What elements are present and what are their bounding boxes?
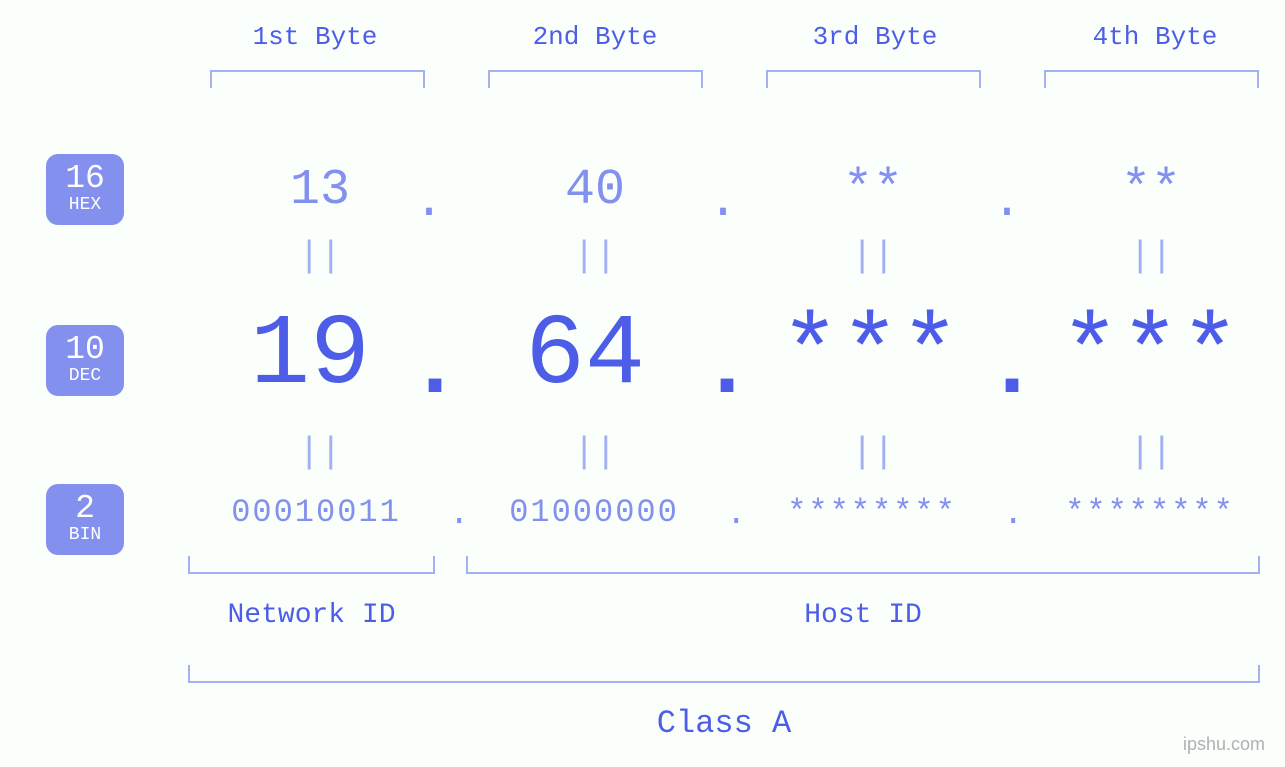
dec-dot-1: . — [408, 318, 462, 420]
bin-badge: 2 BIN — [46, 484, 124, 555]
dec-badge-num: 10 — [46, 333, 124, 366]
class-bracket — [188, 665, 1260, 683]
byte-header-2: 2nd Byte — [495, 22, 695, 52]
hex-dot-1: . — [414, 174, 444, 231]
top-bracket-2 — [488, 70, 703, 88]
dec-value-3: *** — [745, 300, 995, 413]
hex-badge-num: 16 — [46, 162, 124, 195]
dec-badge-label: DEC — [46, 366, 124, 388]
bin-value-4: ******** — [1022, 494, 1278, 531]
equals-3a: || — [768, 236, 978, 277]
bin-value-2: 01000000 — [466, 494, 722, 531]
equals-1b: || — [215, 432, 425, 473]
equals-2b: || — [490, 432, 700, 473]
ip-diagram: 1st Byte 2nd Byte 3rd Byte 4th Byte 16 H… — [0, 0, 1285, 767]
dec-value-2: 64 — [470, 300, 700, 413]
class-label: Class A — [188, 705, 1260, 742]
bin-value-1: 00010011 — [188, 494, 444, 531]
hex-dot-2: . — [708, 174, 738, 231]
equals-3b: || — [768, 432, 978, 473]
byte-header-3: 3rd Byte — [775, 22, 975, 52]
top-bracket-4 — [1044, 70, 1259, 88]
equals-4a: || — [1046, 236, 1256, 277]
hex-badge: 16 HEX — [46, 154, 124, 225]
hex-value-4: ** — [1046, 162, 1256, 219]
network-id-bracket — [188, 556, 435, 574]
host-id-label: Host ID — [466, 600, 1260, 631]
hex-value-3: ** — [768, 162, 978, 219]
hex-dot-3: . — [992, 174, 1022, 231]
watermark: ipshu.com — [1183, 734, 1265, 755]
bin-badge-num: 2 — [46, 492, 124, 525]
byte-header-1: 1st Byte — [215, 22, 415, 52]
hex-badge-label: HEX — [46, 195, 124, 217]
hex-value-2: 40 — [490, 162, 700, 219]
bin-value-3: ******** — [744, 494, 1000, 531]
dec-value-4: *** — [1025, 300, 1275, 413]
host-id-bracket — [466, 556, 1260, 574]
hex-value-1: 13 — [215, 162, 425, 219]
byte-header-4: 4th Byte — [1055, 22, 1255, 52]
top-bracket-1 — [210, 70, 425, 88]
equals-4b: || — [1046, 432, 1256, 473]
equals-1a: || — [215, 236, 425, 277]
network-id-label: Network ID — [188, 600, 435, 631]
top-bracket-3 — [766, 70, 981, 88]
dec-badge: 10 DEC — [46, 325, 124, 396]
dec-value-1: 19 — [195, 300, 425, 413]
bin-badge-label: BIN — [46, 525, 124, 547]
bin-dot-3: . — [1003, 496, 1023, 534]
equals-2a: || — [490, 236, 700, 277]
